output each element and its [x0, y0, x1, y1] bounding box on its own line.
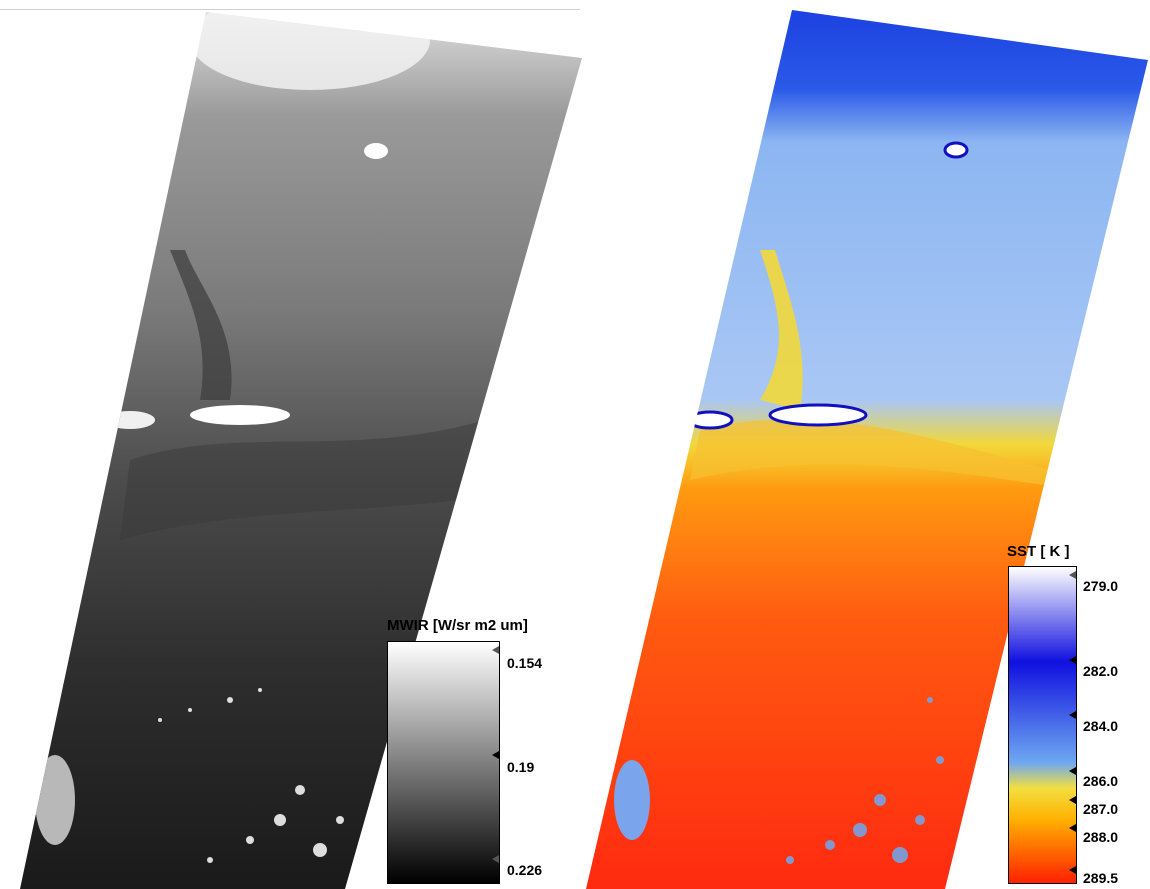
sst-tick-label: 286.0: [1083, 773, 1119, 789]
sst-tick-label: 282.0: [1083, 663, 1119, 679]
sst-colorbar: [1008, 566, 1077, 884]
sst-tick-marker: [1069, 796, 1076, 804]
sst-tick-marker: [1069, 656, 1076, 664]
sst-tick-marker: [1069, 711, 1076, 719]
mwir-image: [20, 12, 582, 889]
mwir-tick-label: 0.154: [507, 655, 543, 671]
sst-tick-label: 289.5: [1083, 870, 1119, 886]
sst-tick-marker: [1069, 571, 1076, 579]
sst-colorbar-title: SST [ K ]: [1007, 543, 1070, 560]
mwir-colorbar: [387, 641, 500, 884]
top-divider: [0, 9, 580, 10]
sst-tick-label: 279.0: [1083, 578, 1119, 594]
mwir-tick-label: 0.226: [507, 862, 543, 878]
sst-tick-label: 288.0: [1083, 829, 1119, 845]
mwir-tick-label: 0.19: [507, 759, 535, 775]
sst-tick-label: 287.0: [1083, 801, 1119, 817]
mwir-tick-marker: [492, 855, 499, 863]
sst-tick-marker: [1069, 824, 1076, 832]
sst-tick-label: 284.0: [1083, 718, 1119, 734]
mwir-tick-marker: [492, 751, 499, 759]
sst-tick-marker: [1069, 866, 1076, 874]
sst-tick-marker: [1069, 767, 1076, 775]
mwir-colorbar-title: MWIR [W/sr m2 um]: [387, 617, 528, 634]
mwir-tick-marker: [492, 646, 499, 654]
